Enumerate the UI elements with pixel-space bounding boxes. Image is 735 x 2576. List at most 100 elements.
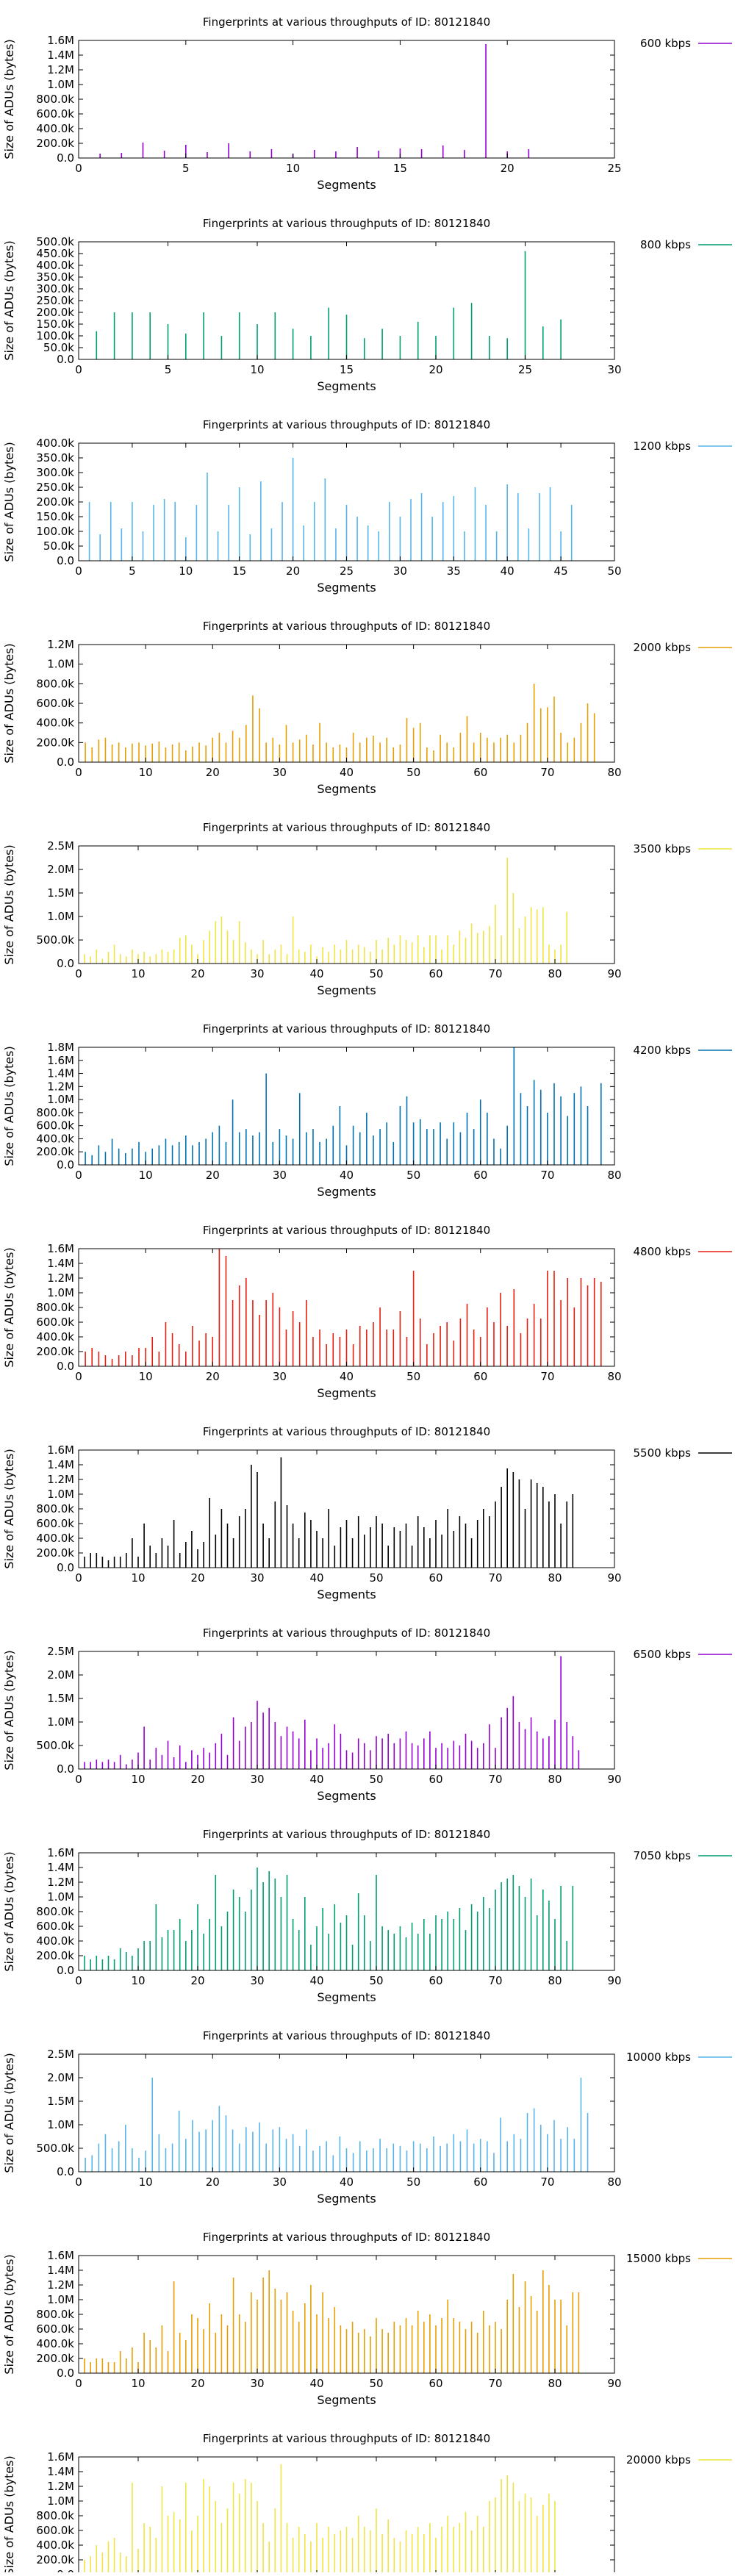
x-axis-label: Segments [317,1386,376,1400]
y-tick-label: 600.0k [36,1920,74,1933]
x-tick-label: 25 [340,564,354,578]
x-tick-label: 20 [190,2377,204,2390]
y-tick-label: 0.0 [57,1561,74,1574]
x-tick-label: 5 [129,564,136,578]
legend-label: 6500 kbps [634,1648,692,1661]
chart-panel: Fingerprints at various throughputs of I… [2,2029,732,2206]
x-tick-label: 10 [139,1169,153,1182]
x-tick-label: 80 [548,1773,562,1786]
x-tick-label: 35 [447,564,461,578]
x-tick-label: 90 [607,1974,621,1987]
y-tick-label: 400.0k [36,1532,74,1545]
chart-panel: Fingerprints at various throughputs of I… [2,821,732,997]
y-tick-label: 1.6M [47,1846,74,1859]
y-tick-label: 1.4M [47,1257,74,1270]
y-tick-label: 600.0k [36,2322,74,2336]
y-tick-label: 500.0k [36,235,74,248]
x-tick-label: 10 [131,1571,145,1585]
chart-title: Fingerprints at various throughputs of I… [203,2432,490,2445]
x-tick-label: 60 [429,967,442,980]
x-tick-label: 90 [607,967,621,980]
y-tick-label: 1.0M [47,2293,74,2306]
chart-panel: Fingerprints at various throughputs of I… [2,1626,732,1803]
y-tick-label: 1.2M [47,1876,74,1889]
y-tick-label: 400.0k [36,259,74,272]
y-tick-label: 350.0k [36,451,74,464]
y-tick-label: 1.0M [47,2494,74,2508]
y-tick-label: 800.0k [36,1502,74,1515]
x-tick-label: 50 [406,2175,420,2189]
x-tick-label: 30 [607,363,621,376]
y-tick-label: 2.5M [47,1645,74,1658]
y-tick-label: 1.6M [47,1054,74,1067]
x-tick-label: 70 [488,1974,502,1987]
x-tick-label: 10 [250,363,264,376]
y-tick-label: 150.0k [36,317,74,331]
y-tick-label: 1.0M [47,658,74,671]
y-tick-label: 200.0k [36,1949,74,1962]
x-tick-label: 40 [501,564,514,578]
y-tick-label: 1.5M [47,2095,74,2108]
y-tick-label: 800.0k [36,1301,74,1314]
y-tick-label: 1.2M [47,2278,74,2292]
x-axis-label: Segments [317,782,376,796]
y-tick-label: 800.0k [36,1905,74,1918]
x-tick-label: 0 [75,1571,82,1585]
x-tick-label: 0 [75,766,82,779]
x-tick-label: 50 [369,1571,383,1585]
x-tick-label: 10 [179,564,193,578]
x-tick-label: 40 [309,967,323,980]
y-tick-label: 400.0k [36,1934,74,1948]
y-axis-label: Size of ADUs (bytes) [2,2053,16,2173]
x-tick-label: 15 [232,564,246,578]
x-tick-label: 20 [190,1571,204,1585]
x-tick-label: 80 [607,1169,621,1182]
chart-title: Fingerprints at various throughputs of I… [203,2029,490,2042]
y-tick-label: 1.2M [47,1473,74,1486]
y-tick-label: 800.0k [36,1106,74,1119]
x-tick-label: 50 [607,564,621,578]
x-tick-label: 60 [429,1773,442,1786]
x-tick-label: 70 [540,2175,554,2189]
y-tick-label: 0.0 [57,1964,74,1977]
y-tick-label: 600.0k [36,2524,74,2537]
chart-panel: Fingerprints at various throughputs of I… [2,418,732,595]
y-tick-label: 600.0k [36,1316,74,1329]
x-tick-label: 30 [273,1370,287,1383]
y-axis-label: Size of ADUs (bytes) [2,643,16,763]
chart-title: Fingerprints at various throughputs of I… [203,1224,490,1237]
x-tick-label: 40 [340,2175,354,2189]
legend-label: 800 kbps [640,238,691,251]
chart-title: Fingerprints at various throughputs of I… [203,1626,490,1640]
x-tick-label: 0 [75,1169,82,1182]
x-tick-label: 30 [250,1571,264,1585]
x-axis-label: Segments [317,983,376,997]
y-tick-label: 350.0k [36,270,74,284]
x-tick-label: 70 [488,2377,502,2390]
chart-panel: Fingerprints at various throughputs of I… [2,1224,732,1400]
x-axis-label: Segments [317,2192,376,2206]
chart-title: Fingerprints at various throughputs of I… [203,217,490,230]
y-tick-label: 400.0k [36,2539,74,2552]
x-tick-label: 70 [488,1773,502,1786]
x-tick-label: 40 [309,1974,323,1987]
x-tick-label: 90 [607,1571,621,1585]
x-axis-label: Segments [317,581,376,595]
x-tick-label: 10 [139,2175,153,2189]
plot-frame [78,1651,615,1770]
legend-label: 2000 kbps [634,641,692,654]
legend-label: 10000 kbps [626,2051,691,2064]
x-tick-label: 80 [607,766,621,779]
legend-label: 15000 kbps [626,2252,691,2265]
chart-panel: Fingerprints at various throughputs of I… [2,217,732,393]
x-tick-label: 0 [75,967,82,980]
x-tick-label: 30 [393,564,407,578]
x-tick-label: 80 [548,1974,562,1987]
y-tick-label: 1.4M [47,2465,74,2478]
chart-panel: Fingerprints at various throughputs of I… [2,15,732,192]
y-tick-label: 400.0k [36,1330,74,1343]
y-tick-label: 1.5M [47,1692,74,1705]
y-axis-label: Size of ADUs (bytes) [2,1851,16,1971]
x-tick-label: 50 [406,1370,420,1383]
y-tick-label: 0.0 [57,756,74,769]
